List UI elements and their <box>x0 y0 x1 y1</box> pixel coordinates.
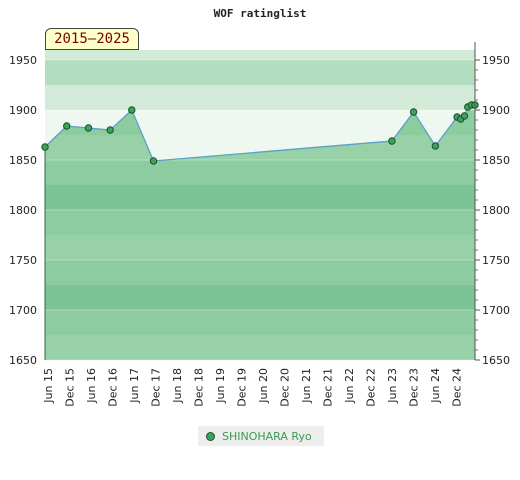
data-markers <box>41 101 479 165</box>
data-point <box>431 142 440 150</box>
x-tick-label: Dec 21 <box>322 368 335 407</box>
y-tick-label-right: 1900 <box>482 104 510 117</box>
period-badge: 2015–2025 <box>45 28 139 50</box>
band-rect <box>45 50 475 60</box>
band-rect <box>45 160 475 185</box>
area-above-line <box>45 110 475 161</box>
band-rect <box>45 60 475 85</box>
y-tick-label-left: 1850 <box>9 154 37 167</box>
band-rect <box>45 310 475 335</box>
x-tick-label: Jun 18 <box>171 368 184 404</box>
y-tick-label-right: 1850 <box>482 154 510 167</box>
data-point <box>388 137 396 145</box>
x-tick-label: Jun 24 <box>429 368 442 404</box>
y-tick-label-left: 1700 <box>9 304 37 317</box>
x-tick-label: Dec 24 <box>451 368 464 407</box>
band-rect <box>45 185 475 210</box>
x-tick-label: Dec 18 <box>193 368 206 407</box>
x-tick-label: Dec 15 <box>64 368 77 407</box>
band-rect <box>45 285 475 310</box>
x-tick-label: Jun 23 <box>386 368 399 404</box>
data-point <box>41 143 49 151</box>
legend[interactable]: SHINOHARA Ryo <box>198 426 324 446</box>
right-y-axis: 1650 1700 1750 1800 1850 1900 1950 <box>474 42 510 367</box>
data-point <box>84 124 93 132</box>
y-tick-label-right: 1700 <box>482 304 510 317</box>
x-tick-label: Jun 19 <box>214 368 227 404</box>
data-point <box>128 106 136 114</box>
x-tick-label: Jun 20 <box>257 368 270 404</box>
x-tick-label: Dec 20 <box>279 368 292 407</box>
x-tick-label: Dec 19 <box>236 368 249 407</box>
background-bands <box>45 50 475 360</box>
legend-series-label: SHINOHARA Ryo <box>222 429 312 443</box>
x-tick-label: Dec 22 <box>365 368 378 407</box>
y-tick-label-left: 1950 <box>9 54 37 67</box>
y-tick-label-right: 1950 <box>482 54 510 67</box>
data-point <box>460 112 469 120</box>
x-tick-label: Jun 16 <box>85 368 98 404</box>
y-tick-label-right: 1800 <box>482 204 510 217</box>
band-rect <box>45 260 475 285</box>
x-tick-label: Jun 21 <box>300 368 313 404</box>
y-tick-label-right: 1750 <box>482 254 510 267</box>
x-tick-label: Jun 15 <box>42 368 55 404</box>
y-tick-label-right: 1650 <box>482 354 510 367</box>
grid-lines <box>45 59 475 361</box>
data-point <box>409 108 418 116</box>
left-y-axis: 1650 1700 1750 1800 1850 1900 1950 <box>9 54 37 367</box>
band-rect <box>45 335 475 360</box>
x-tick-label: Jun 22 <box>343 368 356 404</box>
band-rect <box>45 210 475 235</box>
data-point <box>106 126 114 134</box>
x-axis: Jun 15 Dec 15 Jun 16 Dec 16 Jun 17 Dec 17 Jun … <box>42 368 464 407</box>
y-tick-label-left: 1750 <box>9 254 37 267</box>
y-tick-label-left: 1650 <box>9 354 37 367</box>
y-tick-label-left: 1900 <box>9 104 37 117</box>
y-tick-label-left: 1800 <box>9 204 37 217</box>
data-point <box>149 157 158 165</box>
x-tick-label: Dec 16 <box>107 368 120 407</box>
band-rect <box>45 85 475 110</box>
band-rect <box>45 235 475 260</box>
area-fill <box>45 110 475 161</box>
legend-marker-icon <box>206 431 215 441</box>
x-tick-label: Dec 17 <box>150 368 163 407</box>
x-tick-label: Jun 17 <box>128 368 141 404</box>
data-point <box>63 122 71 130</box>
x-tick-label: Dec 23 <box>408 368 421 407</box>
chart-title: WOF ratinglist <box>214 7 307 20</box>
